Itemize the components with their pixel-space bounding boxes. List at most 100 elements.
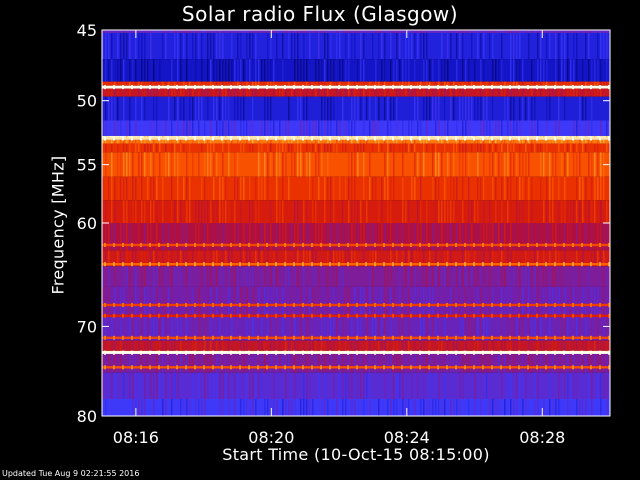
band-texture xyxy=(408,32,410,60)
band-texture xyxy=(120,340,122,351)
band-texture xyxy=(471,286,473,317)
band-texture xyxy=(435,96,437,121)
line-speckle xyxy=(140,85,142,90)
line-speckle xyxy=(527,302,529,307)
line-speckle xyxy=(347,302,349,307)
band-texture xyxy=(570,88,572,97)
band-texture xyxy=(366,200,368,223)
line-speckle xyxy=(203,243,205,247)
band-texture xyxy=(330,32,332,60)
band-texture xyxy=(156,176,158,201)
line-speckle xyxy=(257,365,259,370)
band-texture xyxy=(507,152,509,177)
line-speckle xyxy=(131,136,133,141)
band-texture xyxy=(177,32,179,60)
line-speckle xyxy=(545,335,547,340)
band-texture xyxy=(273,81,275,86)
band-texture xyxy=(411,353,413,373)
line-speckle xyxy=(455,136,457,141)
band-texture xyxy=(246,30,248,33)
band-texture xyxy=(123,250,125,267)
line-speckle xyxy=(518,262,520,267)
band-texture xyxy=(324,81,326,86)
band-texture xyxy=(318,223,320,251)
band-texture xyxy=(186,59,188,82)
band-texture xyxy=(249,223,251,251)
band-texture xyxy=(267,143,269,153)
band-texture xyxy=(147,176,149,201)
band-texture xyxy=(144,139,146,144)
band-texture xyxy=(393,223,395,251)
band-texture xyxy=(393,88,395,97)
band-texture xyxy=(189,96,191,121)
band-texture xyxy=(546,143,548,153)
band-texture xyxy=(582,88,584,97)
band-texture xyxy=(348,250,350,267)
band-texture xyxy=(357,250,359,267)
band-texture xyxy=(234,176,236,201)
band-texture xyxy=(432,96,434,121)
band-texture xyxy=(315,266,317,287)
line-speckle xyxy=(410,85,412,90)
band-texture xyxy=(570,286,572,317)
band-texture xyxy=(171,176,173,201)
line-speckle xyxy=(437,335,439,340)
band-texture xyxy=(282,176,284,201)
line-speckle xyxy=(203,136,205,141)
band-texture xyxy=(171,250,173,267)
band-texture xyxy=(555,223,557,251)
line-speckle xyxy=(113,302,115,307)
band-texture xyxy=(597,353,599,373)
band-texture xyxy=(186,32,188,60)
band-texture xyxy=(252,81,254,86)
band-texture xyxy=(402,143,404,153)
band-texture xyxy=(444,316,446,341)
band-texture xyxy=(354,223,356,251)
band-texture xyxy=(390,32,392,60)
band-texture xyxy=(279,143,281,153)
band-texture xyxy=(540,316,542,341)
band-texture xyxy=(207,88,209,97)
band-texture xyxy=(288,81,290,86)
band-texture xyxy=(135,96,137,121)
line-speckle xyxy=(482,136,484,141)
band-texture xyxy=(366,96,368,121)
band-texture xyxy=(576,59,578,82)
band-texture xyxy=(369,372,371,400)
band-texture xyxy=(543,143,545,153)
line-speckle xyxy=(365,262,367,267)
band-texture xyxy=(339,30,341,33)
band-texture xyxy=(549,372,551,400)
line-speckle xyxy=(608,262,610,267)
band-texture xyxy=(432,59,434,82)
band-texture xyxy=(390,176,392,201)
band-texture xyxy=(309,32,311,60)
band-texture xyxy=(108,32,110,60)
band-texture xyxy=(567,200,569,223)
line-speckle xyxy=(563,136,565,141)
band-texture xyxy=(114,139,116,144)
band-texture xyxy=(594,81,596,86)
band-texture xyxy=(516,120,518,136)
band-texture xyxy=(495,120,497,136)
band-texture xyxy=(222,32,224,60)
band-texture xyxy=(372,143,374,153)
band-texture xyxy=(474,30,476,33)
band-texture xyxy=(249,266,251,287)
band-texture xyxy=(369,223,371,251)
band-texture xyxy=(435,250,437,267)
band-texture xyxy=(150,152,152,177)
band-texture xyxy=(126,152,128,177)
band-texture xyxy=(444,372,446,400)
band-texture xyxy=(252,316,254,341)
band-texture xyxy=(408,316,410,341)
line-speckle xyxy=(131,302,133,307)
band-texture xyxy=(420,200,422,223)
band-texture xyxy=(303,223,305,251)
band-texture xyxy=(540,30,542,33)
band-texture xyxy=(495,176,497,201)
band-texture xyxy=(456,266,458,287)
line-speckle xyxy=(608,136,610,141)
band-texture xyxy=(330,316,332,341)
line-speckle xyxy=(527,262,529,267)
